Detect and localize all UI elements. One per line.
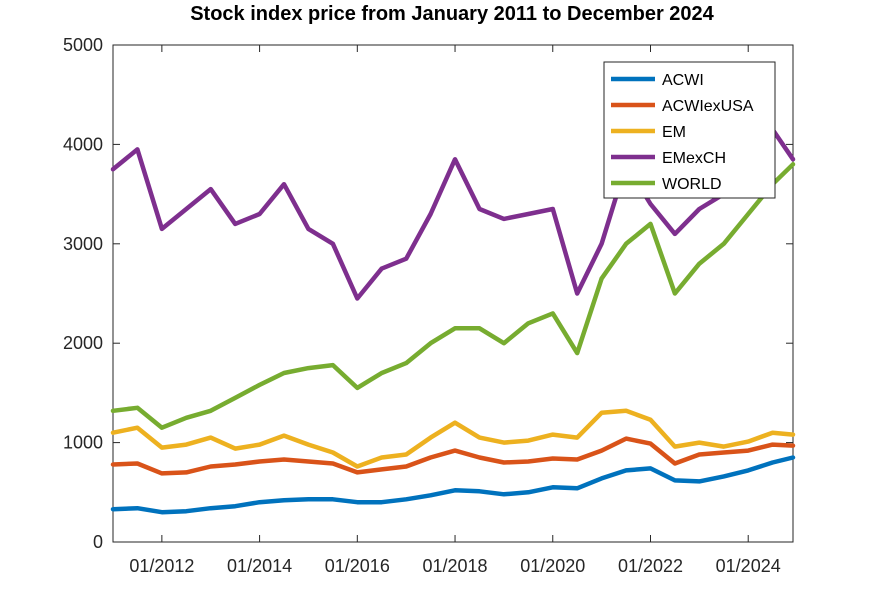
x-tick-label: 01/2020: [520, 556, 585, 576]
legend-label-acwi: ACWI: [662, 72, 704, 89]
series-line-acwi: [110, 455, 796, 515]
y-tick-label: 3000: [63, 234, 103, 254]
series-line-em: [110, 408, 796, 469]
legend-label-acwiexusa: ACWIexUSA: [662, 98, 754, 115]
legend-label-emexch: EMexCH: [662, 150, 726, 167]
y-tick-label: 4000: [63, 134, 103, 154]
legend: ACWI ACWIexUSA EM EMexCH WORLD: [603, 61, 776, 199]
series-line-world: [110, 162, 796, 430]
y-tick-label: 1000: [63, 433, 103, 453]
y-tick-label: 2000: [63, 333, 103, 353]
x-tick-label: 01/2022: [618, 556, 683, 576]
legend-label-em: EM: [662, 124, 686, 141]
x-tick-label: 01/2016: [325, 556, 390, 576]
axes: 0 1000 2000 3000 4000 5000 01/2012 01/2014 01/20…: [63, 35, 793, 576]
chart-title: Stock index price from January 2011 to D…: [190, 3, 714, 25]
x-tick-label: 01/2012: [129, 556, 194, 576]
x-tick-label: 01/2018: [422, 556, 487, 576]
legend-label-world: WORLD: [662, 176, 722, 193]
x-tick-label: 01/2014: [227, 556, 292, 576]
y-tick-label: 0: [93, 532, 103, 552]
x-tick-label: 01/2024: [716, 556, 781, 576]
series-lines: [110, 127, 796, 515]
series-line-emexch: [110, 127, 796, 301]
series-line-acwiexusa: [110, 436, 796, 476]
y-tick-label: 5000: [63, 35, 103, 55]
